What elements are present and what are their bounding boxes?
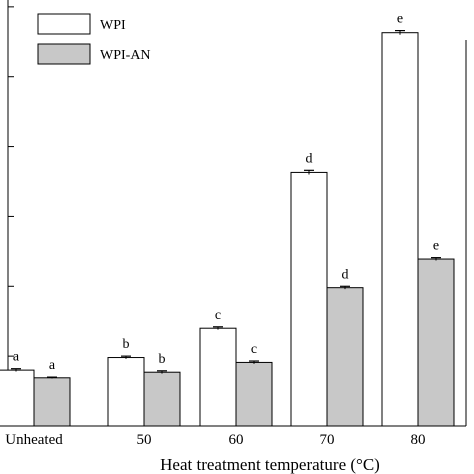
legend-swatch bbox=[37, 43, 91, 65]
x-tick-label: 80 bbox=[411, 432, 426, 448]
bars bbox=[0, 32, 455, 427]
significance-letter: a bbox=[49, 358, 56, 373]
error-bars bbox=[11, 30, 441, 379]
legend-swatch bbox=[37, 13, 91, 35]
bar bbox=[107, 357, 145, 427]
significance-letter: d bbox=[306, 151, 313, 166]
x-tick-label: 70 bbox=[320, 432, 335, 448]
bar bbox=[326, 287, 364, 427]
x-tick-label: 50 bbox=[137, 432, 152, 448]
bar bbox=[33, 377, 71, 427]
x-tick-labels: Unheated 50 60 70 80 bbox=[5, 432, 425, 448]
bar bbox=[143, 371, 181, 427]
legend: WPI WPI-AN bbox=[37, 13, 151, 65]
bar bbox=[0, 369, 35, 427]
bar bbox=[290, 171, 328, 427]
bar bbox=[381, 32, 419, 427]
significance-letter: c bbox=[251, 342, 257, 357]
x-axis-title: Heat treatment temperature (°C) bbox=[160, 455, 380, 474]
significance-letter: e bbox=[397, 12, 403, 27]
bar bbox=[417, 258, 455, 427]
significance-letter: a bbox=[13, 350, 20, 365]
significance-letter: b bbox=[123, 337, 130, 352]
x-tick-label: Unheated bbox=[5, 432, 63, 448]
legend-label: WPI bbox=[100, 18, 126, 33]
significance-letters: a b c d e a b c d e bbox=[13, 12, 439, 373]
bar bbox=[199, 327, 237, 427]
significance-letter: e bbox=[433, 239, 439, 254]
significance-letter: c bbox=[215, 308, 221, 323]
x-tick-label: 60 bbox=[229, 432, 244, 448]
legend-label: WPI-AN bbox=[100, 48, 151, 63]
significance-letter: b bbox=[159, 352, 166, 367]
significance-letter: d bbox=[342, 267, 349, 282]
bar bbox=[235, 361, 273, 427]
